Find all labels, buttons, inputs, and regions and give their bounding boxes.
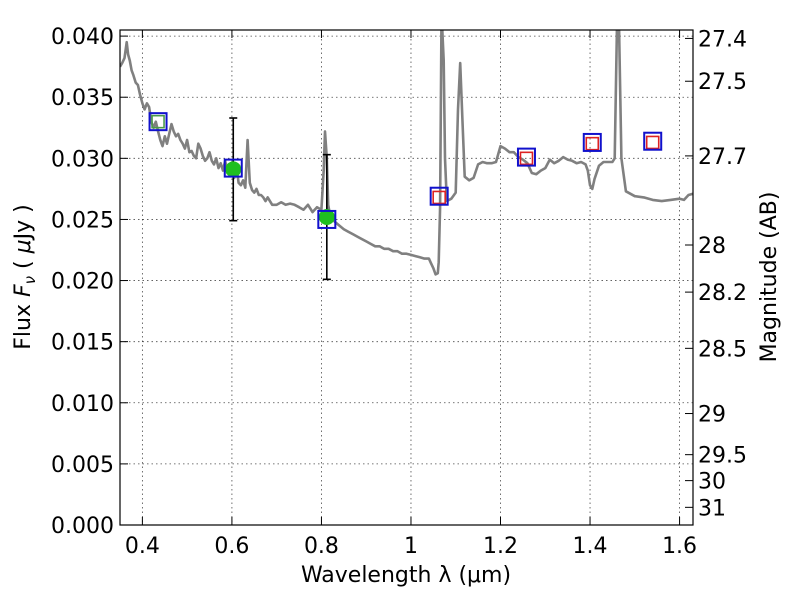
blue-square-point: [223, 158, 243, 178]
x-tick-label: 1.4: [573, 534, 608, 559]
axis-ticks: 0.4 0.6 0.8 1 1.2 1.4 1.6 0.000 0.005 0.010 0.015 0…: [51, 25, 747, 559]
y-tick-label: 0.015: [51, 331, 114, 356]
y-axis-label-symbol: F: [11, 284, 36, 297]
mag-tick-label: 27.7: [698, 145, 747, 170]
y-tick-label: 0.025: [51, 208, 114, 233]
x-axis-label: Wavelength λ (μm): [301, 563, 511, 588]
y-tick-label: 0.035: [51, 86, 114, 111]
green-circle-point: [225, 161, 242, 178]
y-axis-label-pre: Flux: [11, 297, 36, 350]
grid-lines: [120, 30, 693, 526]
inner-square-point: [585, 136, 600, 151]
inner-square-point: [432, 190, 446, 205]
mag-tick-label: 28.2: [698, 281, 747, 306]
green-circle-point: [318, 209, 335, 225]
y-tick-label: 0.020: [51, 270, 114, 295]
mag-tick-label: 29: [698, 403, 726, 428]
y-tick-label: 0.000: [51, 514, 114, 539]
y-tick-label: 0.030: [51, 147, 114, 172]
y-axis-label: Flux Fν ( μJy ): [11, 204, 39, 349]
x-tick-label: 1.6: [662, 534, 697, 559]
y-axis-label-mu: μ: [11, 239, 36, 254]
x-tick-label: 0.6: [214, 534, 249, 559]
blue-square-point: [643, 131, 663, 151]
blue-square-point: [516, 147, 536, 167]
mag-tick-label: 28.5: [698, 337, 747, 362]
plot-frame: [119, 29, 694, 526]
y2-axis-label: Magnitude (AB): [757, 192, 782, 363]
y-tick-label: 0.040: [51, 25, 114, 50]
x-tick-label: 1.2: [483, 534, 518, 559]
blue-square-point: [317, 209, 337, 229]
blue-square-point: [429, 186, 449, 206]
mag-tick-label: 28: [698, 234, 726, 259]
y-tick-label: 0.010: [51, 392, 114, 417]
inner-square-point: [645, 135, 660, 150]
inner-square-point: [151, 114, 165, 129]
model-spectrum: [120, 30, 693, 276]
blue-square-point: [148, 112, 168, 132]
spectrum-line: [120, 30, 693, 276]
mag-tick-label: 31: [698, 496, 726, 521]
photometry-points: [148, 112, 663, 281]
x-tick-label: 1: [404, 534, 418, 559]
inner-square-point: [519, 151, 534, 166]
mag-tick-label: 27.4: [698, 27, 747, 52]
x-tick-label: 0.8: [304, 534, 339, 559]
blue-square-point: [582, 132, 602, 152]
x-tick-label: 0.4: [125, 534, 160, 559]
y-tick-label: 0.005: [51, 453, 114, 478]
y-axis-label-post: Jy ): [11, 204, 36, 241]
y-axis-label-subscript: ν: [21, 276, 39, 284]
mag-tick-label: 27.5: [698, 70, 747, 95]
mag-tick-label: 30: [698, 470, 726, 495]
mag-tick-label: 29.5: [698, 444, 747, 469]
y-axis-label-mid: (: [11, 253, 36, 276]
